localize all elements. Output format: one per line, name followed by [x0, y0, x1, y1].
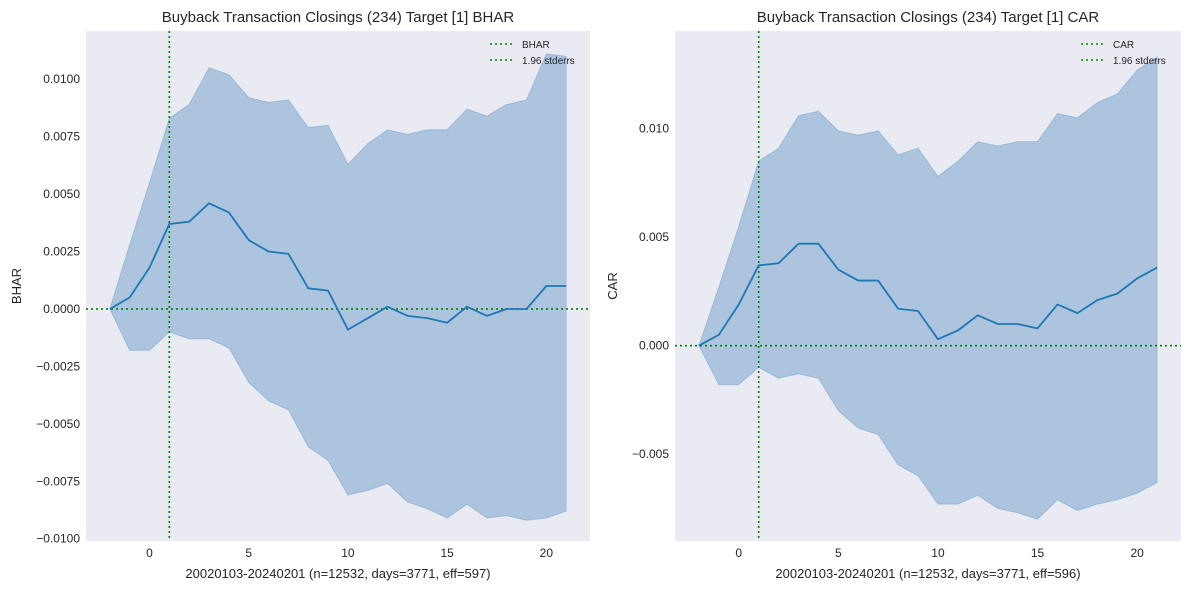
chart-1-x-tick-label: 15	[440, 546, 454, 560]
chart-2-legend-label: CAR	[1113, 40, 1134, 51]
chart-2-x-tick-label: 10	[931, 546, 945, 560]
chart-1: 0 5 10 15 20 −0.0100 −0.0075 −0.0050 −0.0025 0.00…	[9, 9, 590, 581]
chart-1-y-tick-label: −0.0075	[36, 474, 80, 488]
chart-2-y-axis-label: CAR	[605, 272, 620, 299]
chart-2-legend-label: 1.96 stderrs	[1113, 56, 1166, 67]
chart-2-x-tick-label: 5	[835, 546, 842, 560]
chart-1-y-axis-label: BHAR	[9, 268, 24, 304]
chart-2-x-tick-label: 20	[1130, 546, 1144, 560]
chart-1-y-tick-label: −0.0025	[36, 359, 80, 373]
chart-2-series-line	[698, 242, 1158, 347]
chart-1-x-tick-label: 0	[146, 546, 153, 560]
chart-1-series-line	[109, 202, 567, 331]
chart-1-title: Buyback Transaction Closings (234) Targe…	[162, 9, 515, 26]
chart-2-title: Buyback Transaction Closings (234) Targe…	[757, 9, 1100, 26]
chart-2-y-tick-label: 0.000	[639, 339, 669, 353]
chart-2-legend: CAR 1.96 stderrs	[1081, 40, 1166, 67]
chart-1-legend-label: BHAR	[522, 40, 550, 51]
chart-1-x-axis-label: 20020103-20240201 (n=12532, days=3771, e…	[185, 566, 490, 581]
chart-1-y-tick-label: 0.0025	[43, 245, 80, 259]
chart-2-y-tick-label: 0.005	[639, 230, 669, 244]
chart-1-y-tick-label: −0.0050	[36, 417, 80, 431]
chart-2-confidence-band	[698, 56, 1158, 520]
chart-1-y-tick-label: 0.0075	[43, 130, 80, 144]
chart-2-y-tick-label: 0.010	[639, 122, 669, 136]
chart-2-x-tick-label: 15	[1031, 546, 1045, 560]
chart-2-x-tick-label: 0	[735, 546, 742, 560]
chart-1-y-tick-label: 0.0100	[43, 72, 80, 86]
chart-1-x-tick-label: 5	[245, 546, 252, 560]
chart-1-legend-label: 1.96 stderrs	[522, 56, 575, 67]
chart-1-y-tick-label: 0.0000	[43, 302, 80, 316]
chart-2-x-axis-label: 20020103-20240201 (n=12532, days=3771, e…	[775, 566, 1080, 581]
chart-1-x-tick-label: 20	[540, 546, 554, 560]
chart-1-y-tick-label: −0.0100	[36, 532, 80, 546]
chart-1-confidence-band	[109, 53, 567, 521]
chart-2: 0 5 10 15 20 −0.005 0.000 0.005 0.010 Buyback Tra…	[605, 9, 1181, 581]
chart-1-y-tick-label: 0.0050	[43, 187, 80, 201]
chart-1-x-tick-label: 10	[341, 546, 355, 560]
chart-1-legend: BHAR 1.96 stderrs	[490, 40, 575, 67]
chart-2-y-tick-label: −0.005	[632, 447, 669, 461]
